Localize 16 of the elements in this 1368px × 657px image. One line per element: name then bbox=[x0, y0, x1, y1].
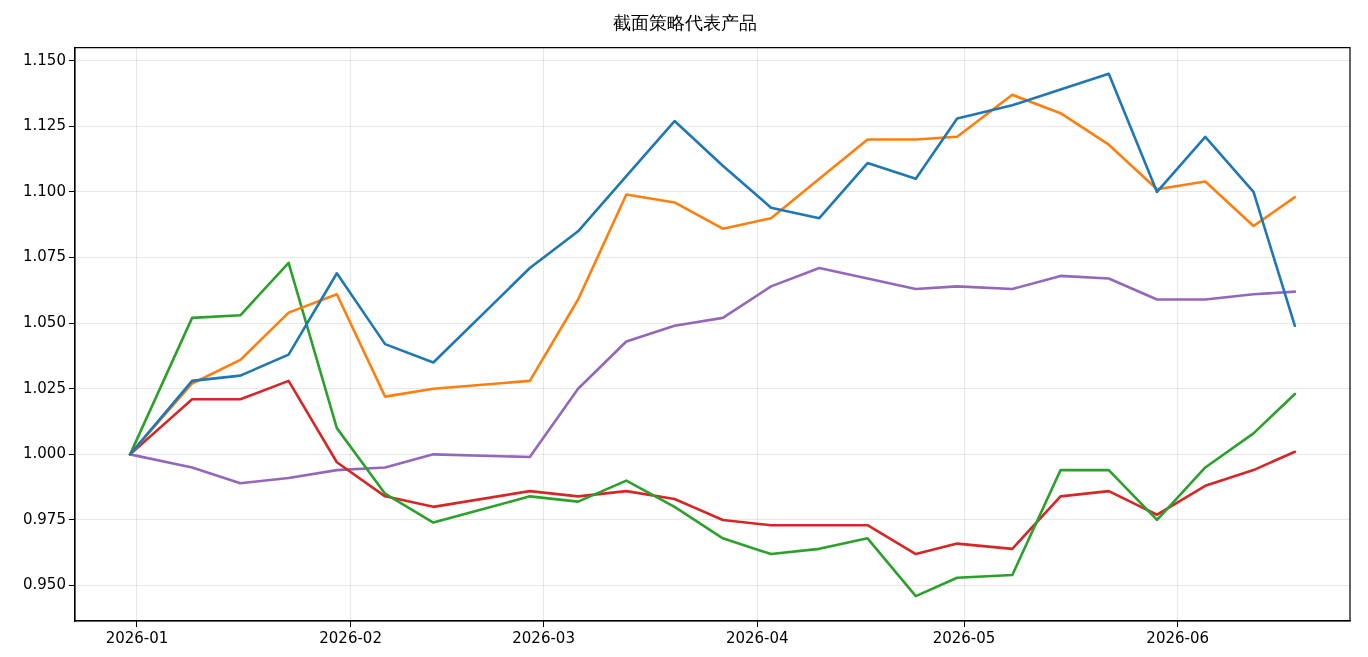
x-tick-label: 2026-04 bbox=[725, 628, 789, 647]
x-tick-label: 2026-05 bbox=[932, 628, 996, 647]
x-tick-label: 2026-01 bbox=[105, 628, 169, 647]
y-tick-label: 1.075 bbox=[22, 247, 66, 266]
x-tick-label: 2026-02 bbox=[319, 628, 382, 647]
y-tick-label: 1.100 bbox=[22, 181, 66, 200]
y-tick-label: 1.025 bbox=[22, 378, 66, 397]
y-tick-label: 0.975 bbox=[22, 509, 66, 528]
chart-title: 截面策略代表产品 bbox=[613, 12, 757, 34]
y-tick-label: 1.050 bbox=[22, 313, 66, 332]
y-tick-label: 0.950 bbox=[22, 575, 66, 594]
y-tick-label: 1.000 bbox=[22, 444, 66, 463]
x-tick-label: 2026-03 bbox=[512, 628, 575, 647]
y-tick-label: 1.125 bbox=[22, 116, 66, 135]
y-tick-label: 1.150 bbox=[22, 50, 66, 69]
x-tick-label: 2026-06 bbox=[1146, 628, 1210, 647]
